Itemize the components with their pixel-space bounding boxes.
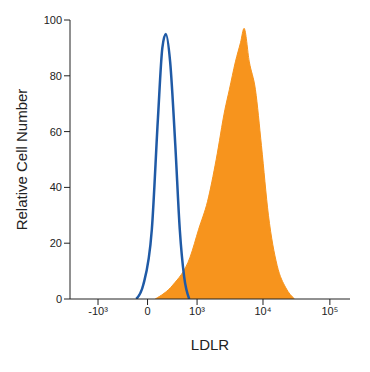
svg-text:0: 0 [56, 293, 62, 305]
svg-text:-10³: -10³ [88, 305, 108, 317]
svg-text:10³: 10³ [189, 305, 205, 317]
svg-text:20: 20 [50, 237, 62, 249]
svg-text:100: 100 [44, 14, 62, 26]
svg-text:40: 40 [50, 181, 62, 193]
svg-text:60: 60 [50, 126, 62, 138]
svg-text:10⁵: 10⁵ [321, 305, 338, 317]
svg-text:10⁴: 10⁴ [255, 305, 272, 317]
svg-text:0: 0 [144, 305, 150, 317]
svg-text:LDLR: LDLR [191, 336, 230, 353]
svg-text:Relative Cell Number: Relative Cell Number [13, 89, 30, 231]
svg-text:80: 80 [50, 70, 62, 82]
